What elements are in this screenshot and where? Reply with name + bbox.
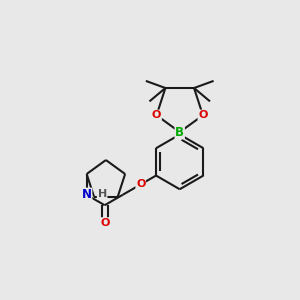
Text: O: O [100, 218, 110, 228]
Text: B: B [175, 126, 184, 139]
Text: H: H [98, 189, 107, 199]
Text: O: O [198, 110, 208, 120]
Text: O: O [152, 110, 161, 120]
Text: O: O [136, 179, 146, 189]
Text: N: N [82, 188, 92, 201]
